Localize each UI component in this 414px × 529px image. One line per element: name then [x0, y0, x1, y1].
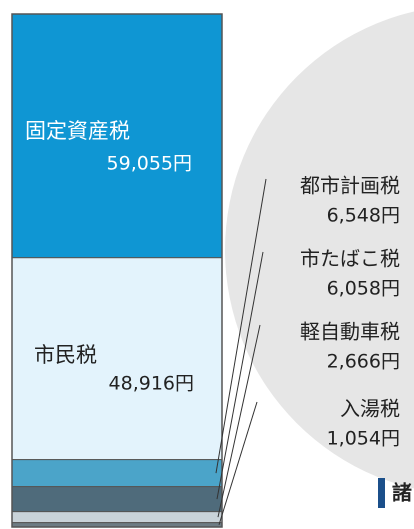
leader-line: [215, 178, 267, 474]
bar-segment: [11, 257, 223, 461]
category-label: 都市計画税: [300, 174, 400, 198]
category-label: 軽自動車税: [300, 320, 400, 344]
bar-outline: [11, 13, 223, 528]
bar-segment: [11, 511, 223, 524]
leader-line: [217, 324, 261, 518]
annotation: 諸: [392, 481, 412, 505]
value-label: 6,058円: [327, 278, 400, 300]
value-label: 48,916円: [109, 373, 194, 395]
category-label: 市たばこ税: [300, 247, 400, 271]
value-label: 6,548円: [327, 205, 400, 227]
leader-line: [218, 401, 258, 525]
annotation-marker: [378, 478, 385, 508]
category-label: 入湯税: [340, 397, 400, 421]
value-label: 59,055円: [107, 153, 192, 175]
background-circle: [225, 11, 414, 489]
value-label: 2,666円: [327, 351, 400, 373]
category-label: 市民税: [34, 343, 97, 367]
bar-segment: [11, 459, 223, 488]
bar-segment: [11, 486, 223, 513]
stacked-bar: [11, 13, 223, 528]
value-label: 1,054円: [327, 428, 400, 450]
category-label: 固定資産税: [25, 119, 130, 143]
leader-line: [216, 251, 264, 500]
